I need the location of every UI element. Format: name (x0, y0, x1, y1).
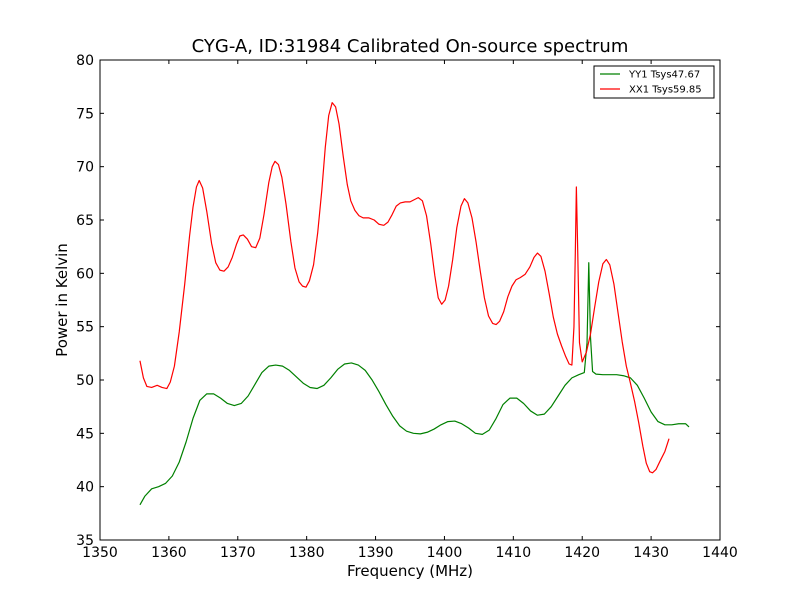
x-tick-label: 1410 (496, 545, 532, 561)
x-tick-label: 1420 (564, 545, 600, 561)
x-tick-label: 1400 (427, 545, 463, 561)
y-tick-label: 65 (76, 213, 94, 229)
series-lines (139, 102, 690, 506)
series-line-xx1 (139, 102, 670, 474)
legend-label-yy1: YY1 Tsys47.67 (628, 70, 700, 81)
y-tick-label: 80 (76, 53, 94, 69)
x-tick-label: 1370 (220, 545, 256, 561)
plot-frame (99, 59, 721, 541)
axis-ticks: 1350 1360 1370 1380 1390 1400 1410 1420 1430 1440… (76, 53, 738, 561)
legend-label-xx1: XX1 Tsys59.85 (629, 85, 702, 96)
y-tick-label: 40 (76, 480, 94, 496)
x-tick-label: 1390 (358, 545, 394, 561)
y-axis-title: Power in Kelvin (53, 243, 71, 357)
y-tick-label: 75 (76, 106, 94, 122)
x-tick-label: 1430 (633, 545, 669, 561)
x-axis-title: Frequency (MHz) (347, 562, 473, 580)
y-tick-label: 55 (76, 320, 94, 336)
series-line-yy1 (139, 262, 690, 506)
chart-title: CYG-A, ID:31984 Calibrated On-source spe… (192, 36, 629, 57)
x-tick-label: 1350 (82, 545, 118, 561)
y-tick-label: 70 (76, 160, 94, 176)
x-tick-label: 1360 (151, 545, 187, 561)
legend-box (593, 65, 715, 99)
x-tick-label: 1380 (289, 545, 325, 561)
y-tick-label: 50 (76, 373, 94, 389)
y-tick-label: 35 (76, 533, 94, 549)
y-tick-label: 60 (76, 266, 94, 282)
y-tick-label: 45 (76, 426, 94, 442)
x-tick-label: 1440 (702, 545, 738, 561)
legend: YY1 Tsys47.67 XX1 Tsys59.85 (593, 65, 715, 99)
